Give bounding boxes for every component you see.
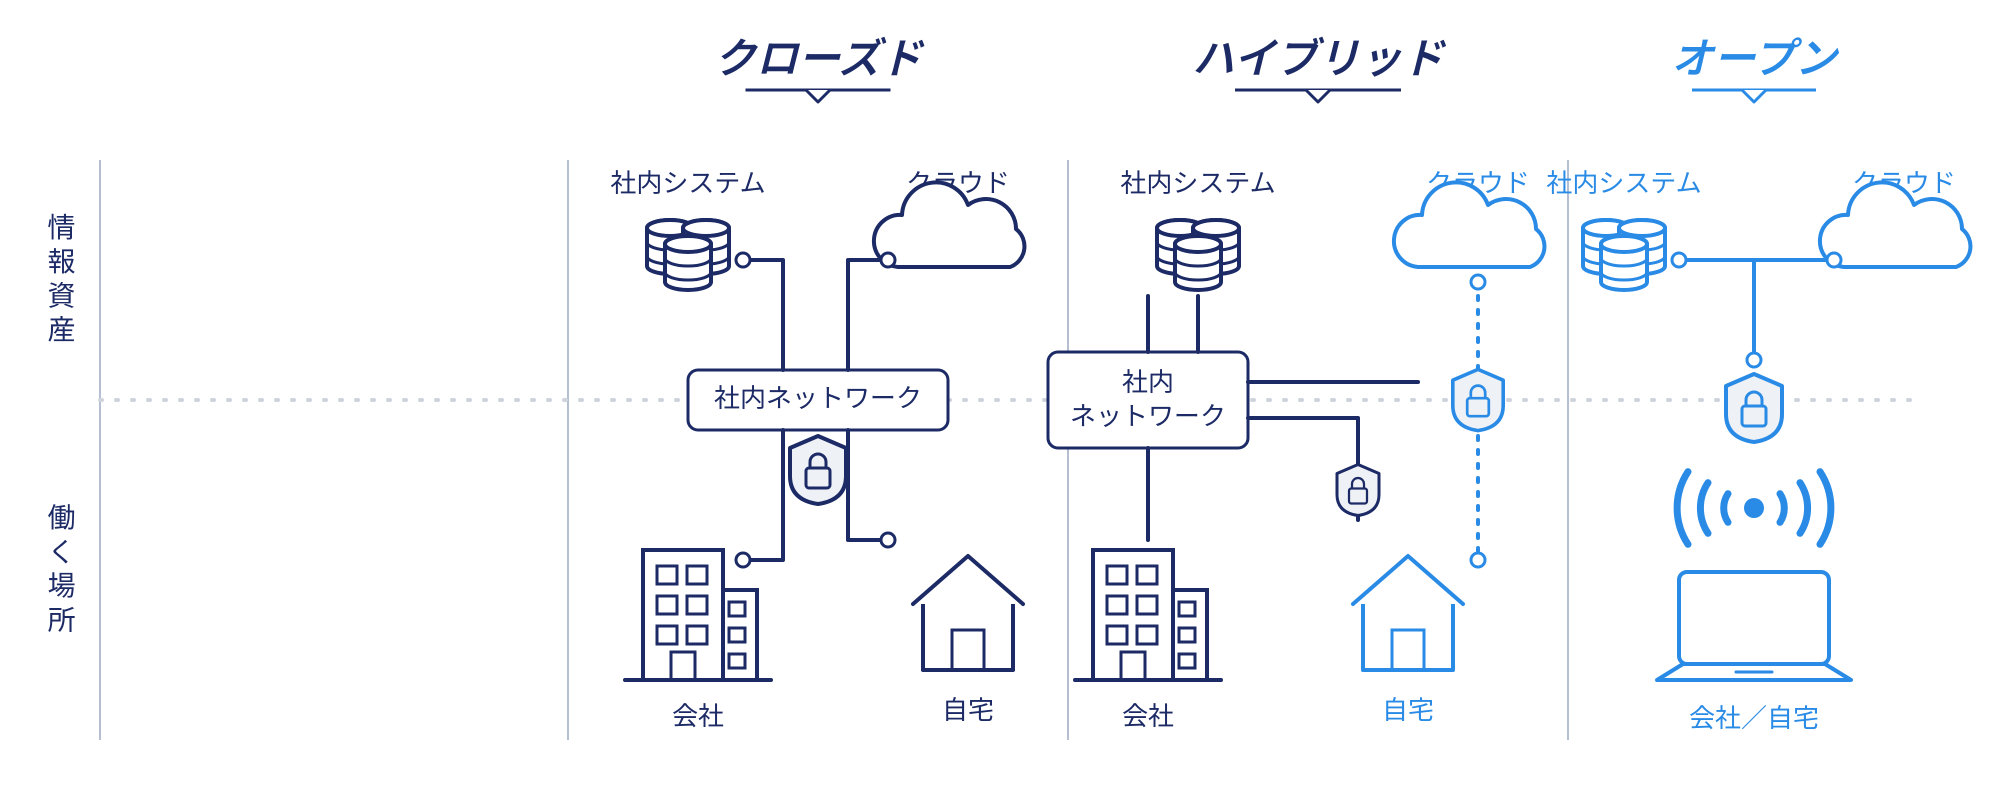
network-box-label: 社内ネットワーク: [714, 383, 922, 413]
junction-dot: [1471, 553, 1485, 567]
junction-dot: [1747, 353, 1761, 367]
row-label-assets: 情報資産: [45, 212, 76, 348]
building-icon: [625, 550, 771, 680]
shield-lock-icon: [1726, 374, 1782, 442]
header-caret-icon: [1742, 90, 1766, 102]
connector: [743, 430, 783, 560]
network-box-label-2: ネットワーク: [1070, 401, 1226, 431]
junction-dot: [736, 253, 750, 267]
shield-lock-icon: [1337, 465, 1379, 516]
junction-dot: [1827, 253, 1841, 267]
header-caret-icon: [806, 90, 830, 102]
database-icon: [1583, 220, 1665, 290]
connector: [743, 260, 783, 370]
house-icon: [1353, 556, 1463, 670]
connector: [848, 430, 888, 540]
label-internal-system: 社内システム: [610, 168, 765, 198]
connector: [848, 260, 888, 370]
database-icon: [647, 220, 729, 290]
junction-dot: [881, 253, 895, 267]
database-icon: [1157, 220, 1239, 290]
junction-dot: [1471, 275, 1485, 289]
label-office-home: 会社／自宅: [1689, 703, 1819, 733]
label-office: 会社: [1122, 701, 1174, 731]
shield-lock-icon: [1453, 369, 1503, 430]
junction-dot: [881, 533, 895, 547]
column-header-closed: クローズド: [714, 35, 925, 82]
shield-lock-icon: [790, 436, 846, 504]
wifi-icon: [1677, 472, 1831, 545]
label-internal-system: 社内システム: [1546, 168, 1701, 198]
header-caret-icon: [1306, 90, 1330, 102]
label-office: 会社: [672, 701, 724, 731]
laptop-icon: [1657, 572, 1851, 680]
column-header-hybrid: ハイブリッド: [1192, 35, 1446, 82]
label-home: 自宅: [942, 695, 994, 725]
column-header-open: オープン: [1671, 35, 1839, 82]
junction-dot: [1672, 253, 1686, 267]
network-box-label-1: 社内: [1122, 367, 1174, 397]
network-topology-diagram: 情報資産働く場所クローズドハイブリッドオープン社内システムクラウド社内ネットワー…: [0, 0, 2000, 800]
building-icon: [1075, 550, 1221, 680]
junction-dot: [736, 553, 750, 567]
house-icon: [913, 556, 1023, 670]
label-home: 自宅: [1382, 695, 1434, 725]
label-internal-system: 社内システム: [1120, 168, 1275, 198]
row-label-place: 働く場所: [45, 502, 76, 638]
